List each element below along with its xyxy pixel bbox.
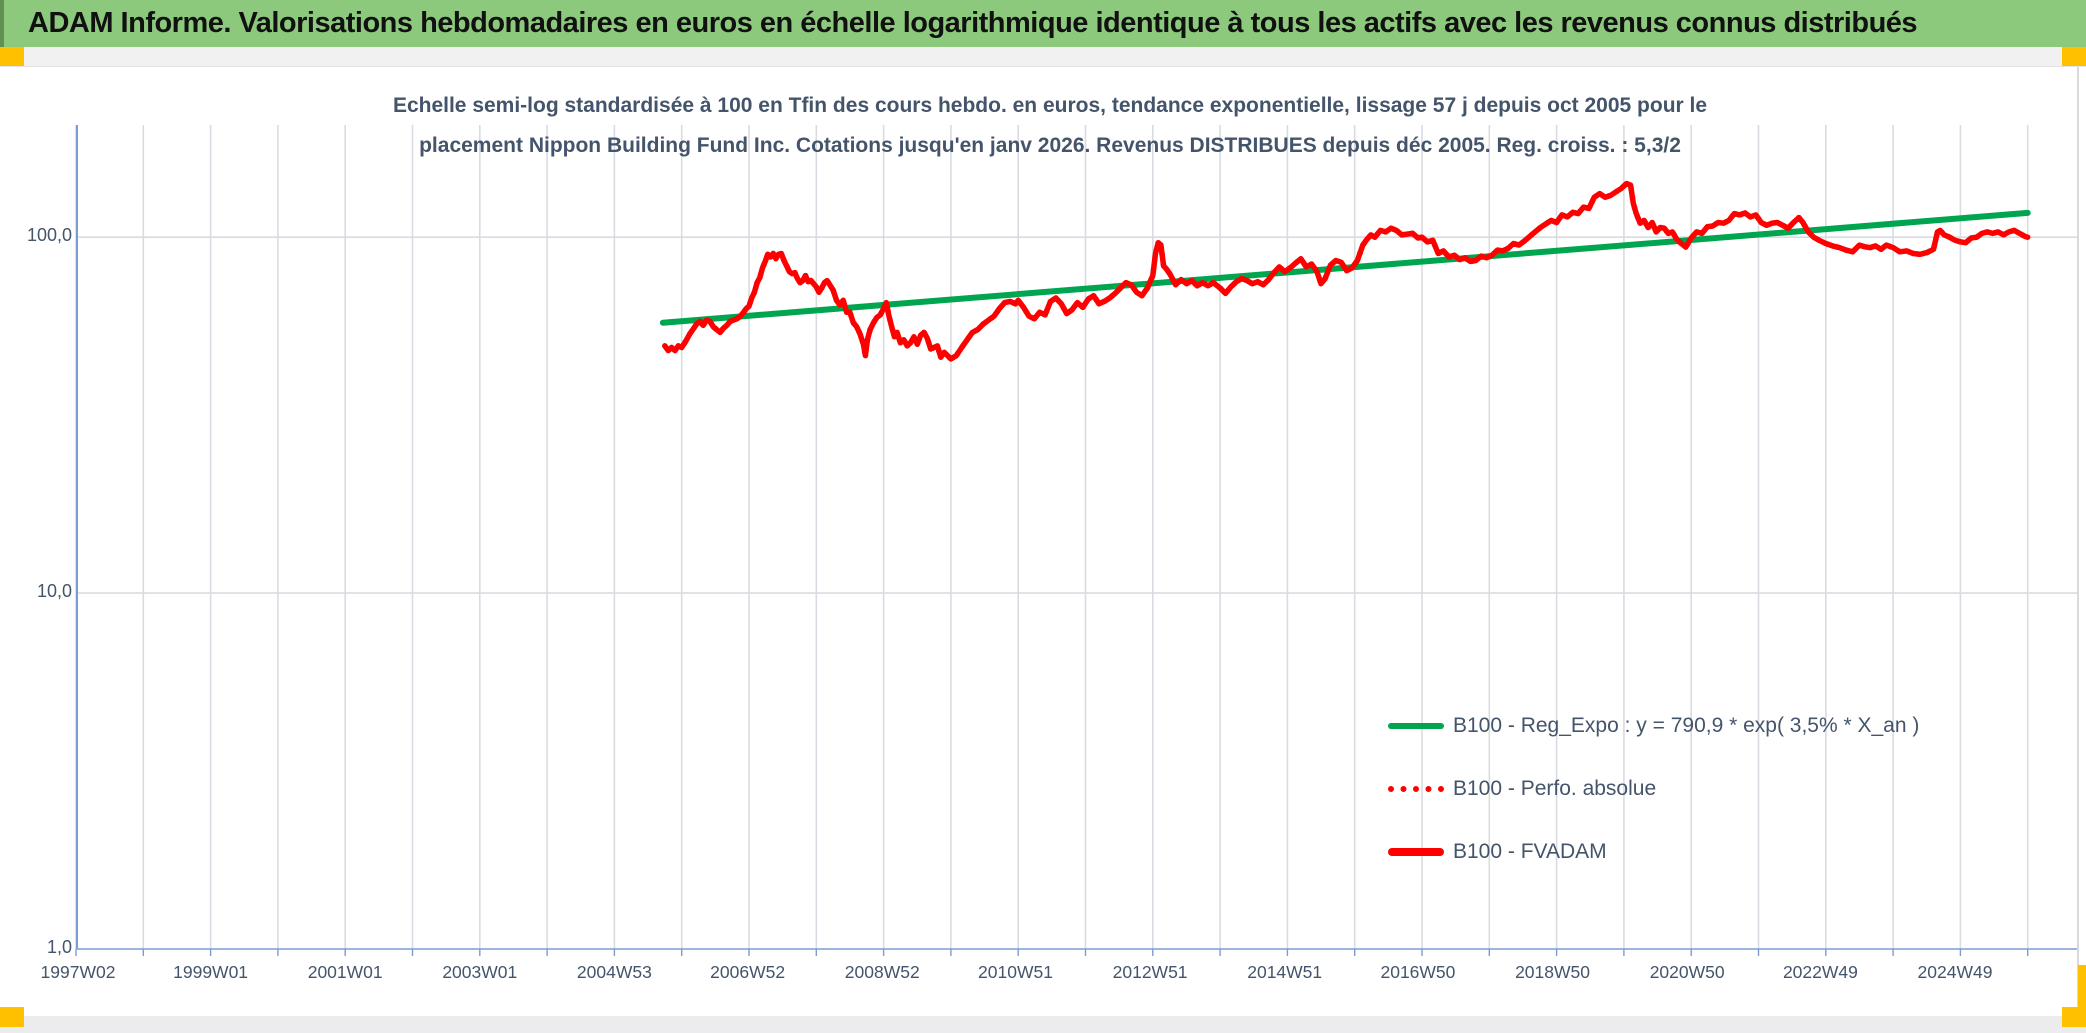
legend-label-fvadam: B100 - FVADAM [1453,839,1607,863]
x-tick-label: 2014W51 [1247,962,1323,982]
legend-entry-perfo-absolue: B100 - Perfo. absolue [1388,757,1919,820]
x-tick-label: 2012W51 [1112,962,1188,982]
series-line-fvadam [662,180,2031,362]
y-tick-label: 1,0 [46,937,72,957]
x-tick-label: 2010W51 [978,962,1053,982]
x-tick-label: 2003W01 [442,962,518,982]
corner-marker-top-left [0,47,24,66]
legend-entry-reg-expo: B100 - Reg_Expo : y = 790,9 * exp( 3,5% … [1388,694,1919,757]
legend-line-sample-reg-expo [1388,722,1444,729]
legend-entry-fvadam: B100 - FVADAM [1388,820,1919,883]
x-tick-label: 2018W50 [1515,962,1590,982]
corner-marker-bottom-right [2062,1007,2086,1027]
title-bar: ADAM Informe. Valorisations hebdomadaire… [0,0,2086,47]
legend-line-sample-perfo-absolue [1388,785,1444,792]
chart-panel [0,66,2079,1008]
x-tick-label: 2022W49 [1782,962,1858,982]
corner-marker-bottom-left [0,1007,24,1027]
bottom-strip [0,1016,2086,1033]
corner-marker-top-right [2062,47,2086,66]
x-tick-label: 2020W50 [1649,962,1725,982]
x-tick-label: 1997W02 [40,962,116,982]
report-title: ADAM Informe. Valorisations hebdomadaire… [28,7,1918,39]
legend-label-reg-expo: B100 - Reg_Expo : y = 790,9 * exp( 3,5% … [1453,713,1920,737]
title-bar-left-edge [0,0,4,47]
x-tick-label: 2016W50 [1380,962,1456,982]
x-tick-label: 2006W52 [710,962,786,982]
x-tick-label: 2001W01 [307,962,383,982]
right-edge-marker [2078,965,2086,1027]
legend-line-sample-fvadam [1388,847,1444,856]
y-tick-label: 100,0 [26,225,72,246]
x-tick-label: 2024W49 [1917,962,1993,982]
top-strip [0,47,2086,67]
x-tick-label: 2004W53 [576,962,652,982]
legend-label-perfo-absolue: B100 - Perfo. absolue [1453,776,1657,800]
chart-legend: B100 - Reg_Expo : y = 790,9 * exp( 3,5% … [1388,694,1919,883]
x-tick-label: 2008W52 [844,962,920,982]
x-tick-label: 1999W01 [173,962,249,982]
chart-subtitle-line-2: placement Nippon Building Fund Inc. Cota… [419,134,1681,157]
chart-subtitle-line-1: Echelle semi-log standardisée à 100 en T… [392,94,1708,117]
y-tick-label: 10,0 [36,581,72,602]
chart-subtitle: Echelle semi-log standardisée à 100 en T… [180,86,1920,166]
